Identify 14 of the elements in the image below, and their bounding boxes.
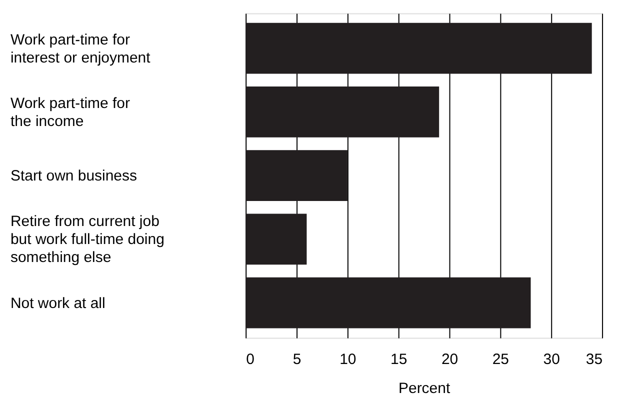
y-tick-label: Retire from current job but work full-time doing something else [10, 213, 164, 266]
y-tick-label: Work part-time for the income [10, 94, 130, 130]
x-tick-label: 30 [543, 351, 560, 368]
x-tick-label: 0 [246, 351, 254, 368]
x-tick-label: 10 [340, 351, 356, 368]
x-tick-label: 25 [492, 351, 510, 368]
y-tick-label: Work part-time for interest or enjoyment [10, 31, 152, 66]
x-tick-label: 5 [292, 351, 302, 368]
y-tick-label: Not work at all [10, 294, 106, 312]
y-tick-label: Start own business [10, 168, 137, 185]
x-axis-title: Percent [398, 380, 451, 398]
x-tick-label: 35 [586, 351, 603, 368]
x-tick-label: 15 [390, 351, 408, 368]
x-tick-label: 20 [441, 351, 458, 368]
